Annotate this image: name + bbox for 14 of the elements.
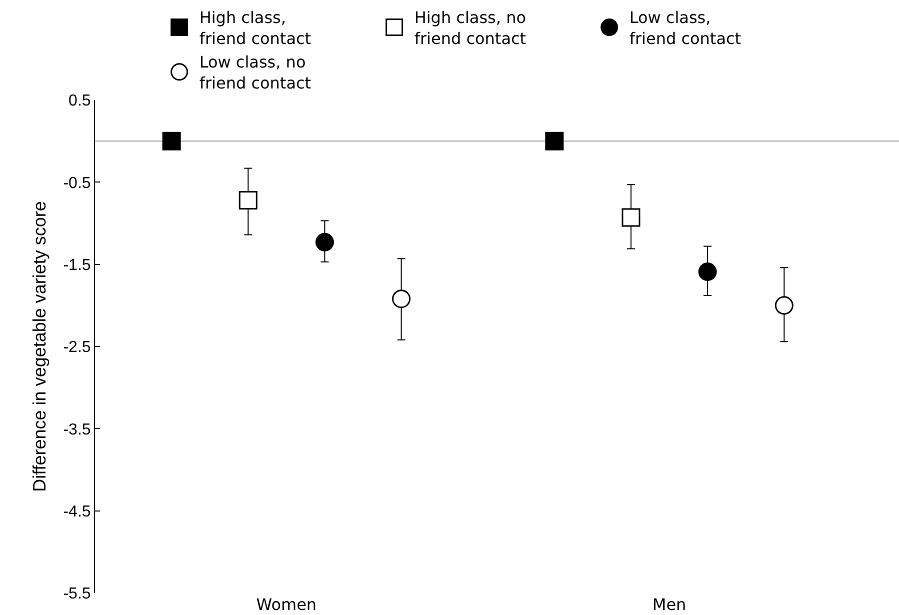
x-tick-label: Men bbox=[652, 595, 686, 614]
y-tick-label: -1.5 bbox=[63, 256, 91, 274]
legend-label: Low class, no friend contact bbox=[199, 52, 312, 93]
y-tick-label: 0.5 bbox=[68, 92, 91, 110]
x-tick-label: Women bbox=[256, 595, 317, 614]
y-tick-label: -2.5 bbox=[63, 339, 91, 356]
legend-label: High class, friend contact bbox=[199, 8, 312, 48]
y-tick-label: -5.5 bbox=[63, 586, 91, 603]
y-tick-label: -4.5 bbox=[63, 503, 91, 520]
legend-label: Low class, friend contact bbox=[629, 8, 742, 48]
y-axis-title: Difference in vegetable variety score bbox=[29, 201, 50, 492]
legend-label: High class, no friend contact bbox=[414, 8, 526, 48]
y-tick-label: -3.5 bbox=[63, 421, 91, 438]
y-tick-label: -0.5 bbox=[63, 174, 91, 192]
